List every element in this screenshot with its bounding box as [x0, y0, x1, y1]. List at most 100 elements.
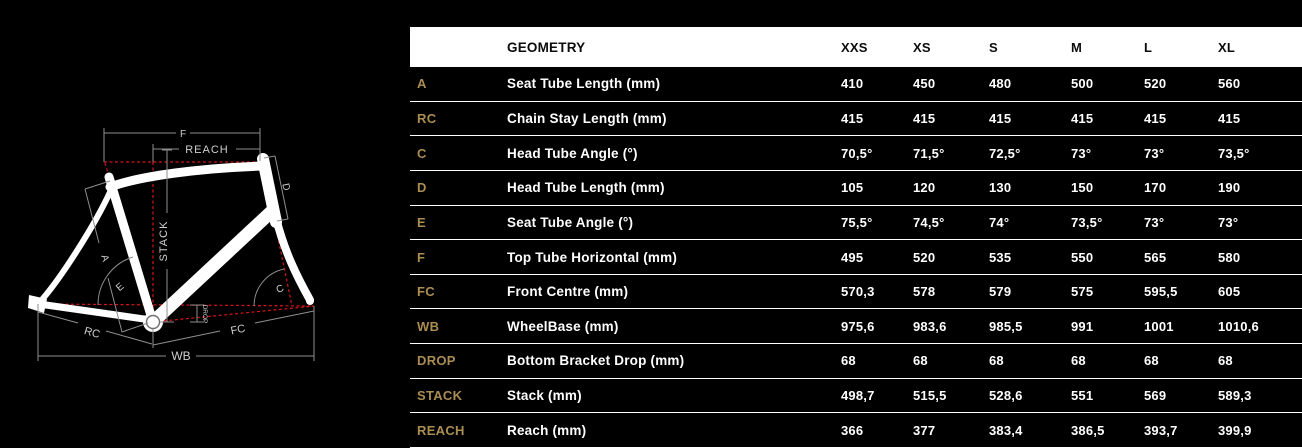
size-header-xl: XL — [1218, 39, 1236, 55]
row-code: DROP — [417, 353, 456, 369]
dim-label-rc: RC — [83, 325, 102, 341]
row-value: 520 — [913, 249, 936, 265]
row-name: Seat Tube Length (mm) — [507, 76, 661, 92]
row-value: 560 — [1218, 76, 1241, 92]
row-name: Stack (mm) — [507, 388, 582, 404]
table-row: F Top Tube Horizontal (mm) 495 520 535 5… — [410, 240, 1302, 275]
row-value: 1001 — [1144, 318, 1174, 334]
geometry-table: GEOMETRY XXS XS S M L XL A Seat Tube Len… — [410, 27, 1302, 448]
row-value: 515,5 — [913, 388, 947, 404]
row-value: 580 — [1218, 249, 1241, 265]
row-name: Top Tube Horizontal (mm) — [507, 249, 678, 265]
row-name: Chain Stay Length (mm) — [507, 110, 667, 126]
row-value: 495 — [841, 249, 864, 265]
geometry-table-body: A Seat Tube Length (mm) 410 450 480 500 … — [410, 67, 1302, 448]
table-row: DROP Bottom Bracket Drop (mm) 68 68 68 6… — [410, 344, 1302, 379]
size-header-s: S — [989, 39, 998, 55]
row-value: 68 — [841, 353, 856, 369]
table-row: RC Chain Stay Length (mm) 415 415 415 41… — [410, 102, 1302, 137]
row-value: 415 — [913, 110, 936, 126]
geometry-table-header: GEOMETRY XXS XS S M L XL — [410, 27, 1302, 67]
dim-label-e: E — [114, 281, 126, 294]
row-value: 383,4 — [989, 422, 1023, 438]
size-header-xxs: XXS — [841, 39, 868, 55]
row-value: 410 — [841, 76, 864, 92]
row-value: 569 — [1144, 388, 1167, 404]
dim-label-c: C — [275, 283, 286, 296]
row-name: Front Centre (mm) — [507, 284, 629, 300]
row-value: 73,5° — [1071, 214, 1103, 230]
dim-label-stack: STACK — [158, 221, 170, 262]
row-value: 450 — [913, 76, 936, 92]
row-code: C — [417, 145, 427, 161]
row-value: 983,6 — [913, 318, 947, 334]
size-header-l: L — [1144, 39, 1153, 55]
dim-label-wb: WB — [171, 349, 190, 363]
row-code: FC — [417, 284, 435, 300]
front-dropout — [306, 297, 314, 305]
row-name: Reach (mm) — [507, 422, 587, 438]
table-row: WB WheelBase (mm) 975,6 983,6 985,5 991 … — [410, 309, 1302, 345]
row-code: E — [417, 214, 426, 230]
table-row: STACK Stack (mm) 498,7 515,5 528,6 551 5… — [410, 379, 1302, 414]
row-value: 528,6 — [989, 388, 1023, 404]
row-value: 190 — [1218, 180, 1241, 196]
row-value: 415 — [1218, 110, 1241, 126]
row-value: 500 — [1071, 76, 1094, 92]
row-code: WB — [417, 318, 440, 334]
bike-geometry-diagram: F REACH STACK A E D C DROP RC FC WB — [28, 128, 315, 363]
frame-silhouette — [35, 153, 314, 328]
row-value: 386,5 — [1071, 422, 1105, 438]
row-value: 415 — [1144, 110, 1167, 126]
row-value: 520 — [1144, 76, 1167, 92]
row-value: 551 — [1071, 388, 1094, 404]
row-value: 595,5 — [1144, 284, 1178, 300]
row-value: 985,5 — [989, 318, 1023, 334]
row-value: 68 — [1218, 353, 1233, 369]
row-value: 975,6 — [841, 318, 875, 334]
row-name: Head Tube Length (mm) — [507, 180, 665, 196]
row-value: 73° — [1218, 214, 1239, 230]
row-value: 589,3 — [1218, 388, 1252, 404]
size-header-m: M — [1071, 39, 1083, 55]
size-header-xs: XS — [913, 39, 931, 55]
row-value: 74,5° — [913, 214, 945, 230]
table-row: E Seat Tube Angle (°) 75,5° 74,5° 74° 73… — [410, 206, 1302, 241]
row-value: 575 — [1071, 284, 1094, 300]
row-code: A — [417, 76, 427, 92]
dim-label-reach: REACH — [185, 144, 229, 156]
dim-label-f: F — [180, 129, 186, 140]
row-name: Head Tube Angle (°) — [507, 145, 638, 161]
row-name: WheelBase (mm) — [507, 318, 619, 334]
row-value: 130 — [989, 180, 1012, 196]
row-value: 415 — [989, 110, 1012, 126]
row-value: 535 — [989, 249, 1012, 265]
row-value: 415 — [841, 110, 864, 126]
row-value: 70,5° — [841, 145, 873, 161]
row-value: 120 — [913, 180, 936, 196]
row-value: 579 — [989, 284, 1012, 300]
table-row: A Seat Tube Length (mm) 410 450 480 500 … — [410, 67, 1302, 102]
dimension-lines — [37, 128, 315, 361]
row-value: 73,5° — [1218, 145, 1250, 161]
row-value: 71,5° — [913, 145, 945, 161]
row-value: 1010,6 — [1218, 318, 1259, 334]
dim-label-d: D — [279, 182, 291, 192]
row-value: 72,5° — [989, 145, 1021, 161]
row-code: F — [417, 249, 426, 265]
table-row: C Head Tube Angle (°) 70,5° 71,5° 72,5° … — [410, 136, 1302, 171]
row-value: 578 — [913, 284, 936, 300]
row-value: 68 — [989, 353, 1004, 369]
row-code: RC — [417, 110, 437, 126]
dim-label-a: A — [98, 254, 111, 264]
row-value: 74° — [989, 214, 1010, 230]
row-name: Bottom Bracket Drop (mm) — [507, 353, 685, 369]
row-value: 150 — [1071, 180, 1094, 196]
row-value: 480 — [989, 76, 1012, 92]
row-value: 73° — [1071, 145, 1092, 161]
row-value: 415 — [1071, 110, 1094, 126]
row-code: D — [417, 180, 427, 196]
row-value: 68 — [913, 353, 928, 369]
geometry-header-label: GEOMETRY — [507, 39, 586, 55]
